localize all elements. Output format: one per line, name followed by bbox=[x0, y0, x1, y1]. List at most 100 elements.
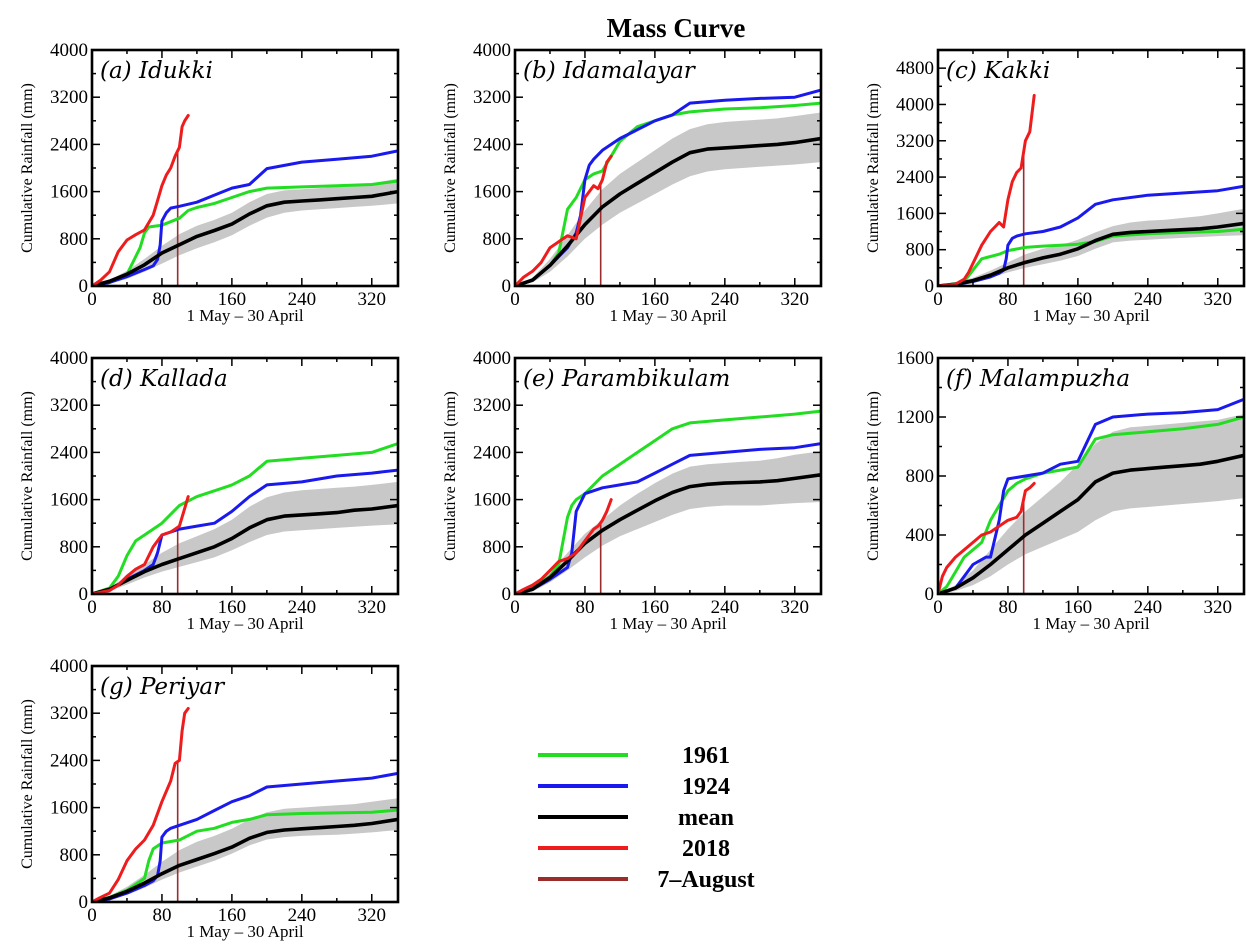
plot-frame bbox=[90, 664, 400, 904]
series-mean-line bbox=[938, 221, 1244, 286]
legend-label: 7–August bbox=[657, 867, 754, 893]
x-axis-label: 1 May – 30 April bbox=[186, 306, 303, 325]
series-1961-line bbox=[515, 409, 821, 594]
plot-frame bbox=[936, 48, 1246, 288]
series-2018-line bbox=[938, 93, 1036, 286]
y-axis-label: Cumulative Rainfall (mm) bbox=[442, 391, 459, 561]
y-axis-label: Cumulative Rainfall (mm) bbox=[865, 391, 882, 561]
y-tick-label: 1600 bbox=[896, 203, 934, 224]
y-tick-label: 1600 bbox=[896, 348, 934, 369]
series-mean-line bbox=[515, 472, 821, 594]
y-tick-label: 800 bbox=[906, 240, 935, 261]
legend-label: 1961 bbox=[682, 743, 730, 769]
x-tick-label: 160 bbox=[641, 597, 670, 618]
spread-band bbox=[92, 481, 398, 594]
legend-item: 7–August bbox=[538, 867, 755, 893]
y-tick-label: 3200 bbox=[50, 395, 88, 416]
panel-title: (g) Periyar bbox=[100, 674, 226, 700]
series-1961-line bbox=[92, 442, 398, 594]
x-tick-label: 160 bbox=[218, 597, 247, 618]
y-tick-label: 2400 bbox=[473, 442, 511, 463]
legend: 1961 1924 mean 2018 7–August bbox=[538, 743, 755, 893]
x-tick-label: 0 bbox=[933, 289, 943, 310]
y-tick-label: 800 bbox=[483, 537, 512, 558]
plot-area bbox=[938, 93, 1244, 286]
x-tick-label: 160 bbox=[641, 289, 670, 310]
series-mean-line bbox=[92, 189, 398, 286]
series-1961-line bbox=[92, 808, 398, 902]
y-tick-label: 2400 bbox=[50, 750, 88, 771]
series-1924-line bbox=[515, 442, 821, 594]
x-tick-label: 240 bbox=[288, 289, 317, 310]
x-tick-label: 0 bbox=[87, 289, 97, 310]
y-tick-label: 800 bbox=[483, 229, 512, 250]
x-axis-label: 1 May – 30 April bbox=[1032, 614, 1149, 633]
x-tick-label: 240 bbox=[711, 597, 740, 618]
y-tick-label: 2400 bbox=[473, 134, 511, 155]
y-axis-label: Cumulative Rainfall (mm) bbox=[19, 391, 36, 561]
legend-label: 2018 bbox=[682, 836, 730, 862]
y-tick-label: 1600 bbox=[50, 490, 88, 511]
y-tick-label: 2400 bbox=[50, 442, 88, 463]
y-tick-label: 0 bbox=[925, 584, 935, 605]
x-tick-label: 160 bbox=[218, 905, 247, 926]
panel-title: (d) Kallada bbox=[100, 366, 228, 392]
series-2018-line bbox=[938, 481, 1036, 594]
series-1961-line bbox=[938, 415, 1244, 594]
y-tick-label: 3200 bbox=[50, 703, 88, 724]
x-tick-label: 80 bbox=[152, 905, 171, 926]
y-tick-label: 1600 bbox=[50, 798, 88, 819]
y-tick-label: 4000 bbox=[896, 94, 934, 115]
x-tick-label: 80 bbox=[575, 289, 594, 310]
series-2018-line bbox=[92, 707, 190, 902]
y-axis-label: Cumulative Rainfall (mm) bbox=[442, 83, 459, 253]
series-1924-line bbox=[938, 397, 1244, 594]
series-mean-line bbox=[92, 503, 398, 594]
spread-band bbox=[938, 208, 1244, 286]
y-tick-label: 1600 bbox=[473, 182, 511, 203]
x-axis-label: 1 May – 30 April bbox=[609, 306, 726, 325]
x-tick-label: 240 bbox=[711, 289, 740, 310]
y-axis-label: Cumulative Rainfall (mm) bbox=[19, 699, 36, 869]
x-tick-label: 160 bbox=[1064, 289, 1093, 310]
x-tick-label: 240 bbox=[1134, 289, 1163, 310]
x-tick-label: 80 bbox=[998, 597, 1017, 618]
y-tick-label: 4800 bbox=[896, 58, 934, 79]
y-tick-label: 0 bbox=[79, 276, 89, 297]
x-axis-label: 1 May – 30 April bbox=[186, 614, 303, 633]
x-axis-label: 1 May – 30 April bbox=[609, 614, 726, 633]
legend-item: 1924 bbox=[538, 774, 730, 800]
y-tick-label: 3200 bbox=[896, 131, 934, 152]
x-tick-label: 0 bbox=[87, 905, 97, 926]
y-tick-label: 1600 bbox=[50, 182, 88, 203]
panel-title: (b) Idamalayar bbox=[523, 58, 697, 84]
panel-title: (c) Kakki bbox=[946, 58, 1050, 84]
y-tick-label: 3200 bbox=[473, 87, 511, 108]
y-tick-label: 3200 bbox=[473, 395, 511, 416]
series-1961-line bbox=[92, 179, 398, 286]
series-1924-line bbox=[92, 149, 398, 286]
legend-label: 1924 bbox=[682, 774, 730, 800]
y-tick-label: 2400 bbox=[50, 134, 88, 155]
y-tick-label: 4000 bbox=[50, 40, 88, 61]
plot-area bbox=[938, 397, 1244, 594]
x-tick-label: 240 bbox=[288, 905, 317, 926]
y-tick-label: 4000 bbox=[473, 40, 511, 61]
panel-title: (a) Idukki bbox=[100, 58, 213, 84]
plot-area bbox=[92, 707, 398, 902]
y-tick-label: 0 bbox=[502, 584, 512, 605]
series-2018-line bbox=[515, 154, 613, 286]
y-tick-label: 800 bbox=[60, 537, 89, 558]
x-tick-label: 80 bbox=[152, 289, 171, 310]
plot-area bbox=[92, 442, 398, 594]
x-tick-label: 240 bbox=[288, 597, 317, 618]
spread-band bbox=[515, 451, 821, 594]
x-axis-label: 1 May – 30 April bbox=[186, 922, 303, 941]
spread-band bbox=[515, 112, 821, 286]
x-tick-label: 160 bbox=[218, 289, 247, 310]
y-tick-label: 4000 bbox=[50, 348, 88, 369]
